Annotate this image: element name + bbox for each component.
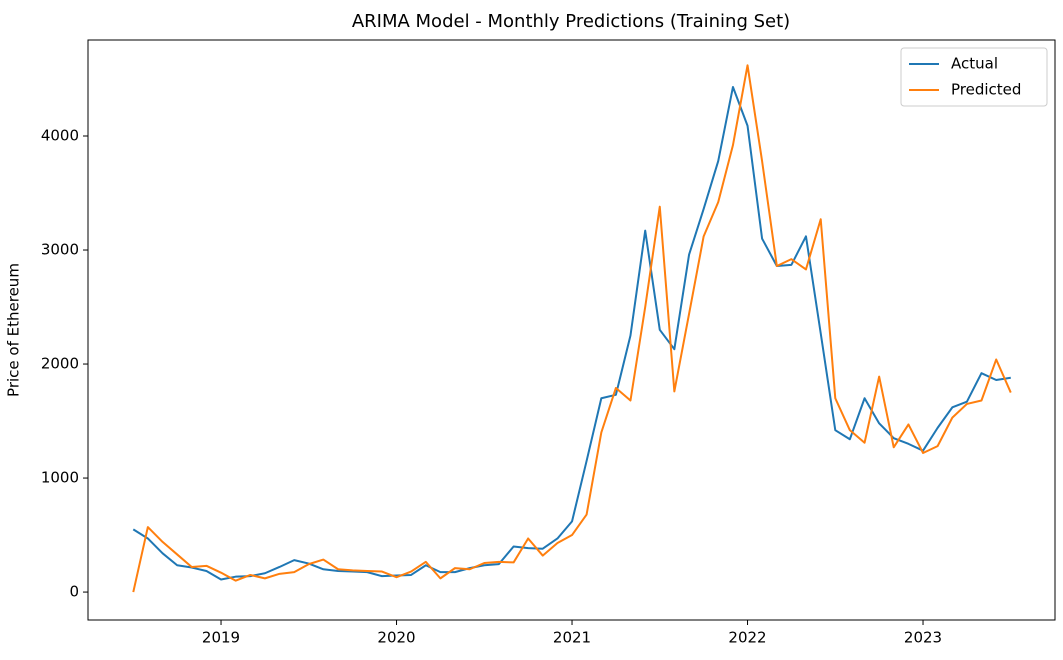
x-tick-label: 2019: [202, 629, 240, 647]
line-series: [132, 85, 1011, 581]
y-tick-label: 4000: [41, 127, 79, 145]
x-tick-label: 2021: [553, 629, 591, 647]
line-series: [132, 64, 1012, 593]
x-tick-label: 2022: [728, 629, 766, 647]
y-tick-label: 2000: [41, 355, 79, 373]
x-tick-label: 2023: [904, 629, 942, 647]
chart-title: ARIMA Model - Monthly Predictions (Train…: [352, 11, 790, 32]
legend-label: Actual: [951, 55, 998, 73]
y-axis-label: Price of Ethereum: [5, 263, 23, 397]
x-tick-label: 2020: [377, 629, 415, 647]
y-tick-label: 1000: [41, 469, 79, 487]
plot-frame: [87, 39, 1056, 621]
legend-label: Predicted: [951, 81, 1021, 99]
y-tick-label: 3000: [41, 241, 79, 259]
legend-box: [900, 47, 1048, 107]
y-tick-label: 0: [69, 583, 79, 601]
